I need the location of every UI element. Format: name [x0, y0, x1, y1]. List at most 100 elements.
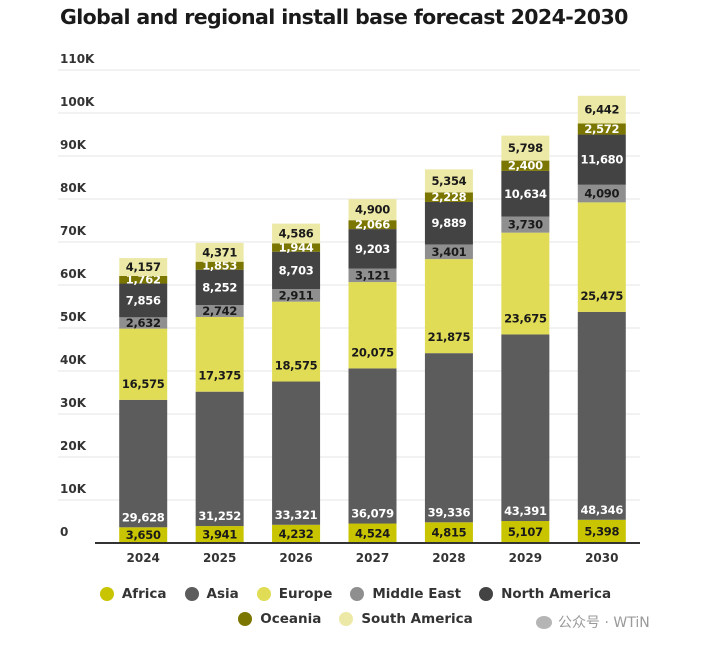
y-tick-label: 60K: [60, 267, 87, 281]
bar-segment-middle-east: [119, 317, 168, 329]
bar-segment-oceania: [424, 192, 473, 202]
y-tick-label: 70K: [60, 224, 87, 238]
x-tick-label: 2026: [279, 551, 312, 565]
y-tick-label: 40K: [60, 353, 87, 367]
x-axis: 2024 2025 2026 2027 2028 2029 2030: [95, 542, 640, 565]
bar-segment-south-america: [348, 199, 397, 221]
bar-segment-asia: [577, 311, 626, 520]
data-label: 48,346: [580, 503, 623, 517]
data-label: 23,675: [504, 311, 547, 325]
data-label: 39,336: [428, 505, 471, 519]
y-tick-label: 10K: [60, 482, 87, 496]
bar-segment-asia: [119, 399, 168, 528]
data-label: 3,650: [126, 528, 161, 542]
bar-segment-asia: [501, 334, 550, 522]
y-tick-label: 100K: [60, 95, 95, 109]
bar-segment-oceania: [501, 160, 550, 171]
data-label: 1,944: [279, 241, 314, 255]
data-label: 3,121: [355, 268, 390, 282]
data-label: 16,575: [122, 377, 165, 391]
data-label: 4,371: [202, 245, 237, 259]
bar-segment-asia: [424, 353, 473, 523]
bar-segment-north-america: [272, 251, 321, 290]
data-label: 5,398: [584, 524, 619, 538]
y-tick-label: 50K: [60, 310, 87, 324]
data-label: 1,762: [126, 273, 161, 287]
bar-segment-europe: [348, 282, 397, 369]
legend: Africa Asia Europe Middle East North America…: [0, 586, 711, 636]
data-label: 5,798: [508, 141, 543, 155]
data-label: 20,075: [351, 345, 394, 359]
stacked-bar-chart: 0 10K 20K 30K 40K 50K 60K 70K 80K 90K 100K 110K 3,6…: [58, 52, 640, 565]
data-label: 2,228: [431, 190, 466, 204]
data-label: 2,400: [508, 159, 543, 173]
x-tick-label: 2025: [203, 551, 236, 565]
bar-stack-2029: 5,107 43,391 23,675 3,730 10,634 2,400 5,798: [501, 135, 550, 543]
data-label: 9,203: [355, 242, 390, 256]
y-tick-label: 20K: [60, 439, 87, 453]
data-label: 33,321: [275, 508, 318, 522]
bar-segment-middle-east: [272, 289, 321, 302]
chart-title: Global and regional install base forecas…: [60, 5, 628, 29]
data-label: 18,575: [275, 359, 318, 373]
legend-label: Oceania: [260, 611, 322, 627]
x-tick-label: 2024: [127, 551, 160, 565]
legend-item-europe: Europe: [256, 586, 333, 602]
data-label: 21,875: [428, 330, 471, 344]
data-label: 17,375: [198, 369, 241, 383]
bar-segment-asia: [348, 368, 397, 524]
bar-stack-2030: 5,398 48,346 25,475 4,090 11,680 2,572 6,442: [577, 95, 626, 543]
legend-item-middle-east: Middle East: [350, 586, 461, 602]
data-label: 10,634: [504, 187, 547, 201]
data-label: 4,524: [355, 526, 390, 540]
data-label: 5,354: [431, 174, 466, 188]
legend-row-1: Africa Asia Europe Middle East North America: [0, 586, 711, 602]
bar-segment-africa: [272, 524, 321, 543]
bar-segment-africa: [195, 526, 244, 543]
bar-segment-middle-east: [348, 268, 397, 283]
bar-segment-north-america: [424, 201, 473, 245]
legend-label: Africa: [121, 586, 167, 602]
bar-segment-middle-east: [501, 216, 550, 233]
data-label: 11,680: [580, 153, 623, 167]
legend-swatch: [184, 587, 199, 601]
data-label: 3,730: [508, 218, 543, 232]
legend-label: Europe: [278, 586, 333, 602]
bar-segment-africa: [577, 519, 626, 543]
data-label: 4,090: [584, 187, 619, 201]
data-label: 8,252: [202, 280, 237, 294]
legend-item-north-america: North America: [479, 586, 611, 602]
data-label: 2,632: [126, 316, 161, 330]
legend-label: Middle East: [372, 586, 462, 602]
y-tick-label: 110K: [60, 52, 95, 66]
bar-segment-europe: [119, 328, 168, 400]
bar-segment-oceania: [119, 275, 168, 284]
bar-segment-middle-east: [577, 184, 626, 203]
bar-segment-africa: [119, 527, 168, 543]
bar-segment-africa: [501, 521, 550, 543]
legend-swatch: [256, 587, 271, 601]
data-label: 2,911: [279, 288, 314, 302]
legend-item-south-america: South America: [339, 611, 473, 627]
bar-segment-north-america: [348, 229, 397, 269]
chat-bubble-icon: [536, 615, 552, 629]
data-label: 4,586: [279, 226, 314, 240]
bar-segment-asia: [272, 381, 321, 525]
watermark: 公众号 · WTiN: [536, 612, 650, 632]
bar-segment-europe: [501, 232, 550, 335]
watermark-text: 公众号 · WTiN: [558, 615, 650, 631]
legend-row-2: Oceania South America: [0, 611, 711, 627]
data-label: 36,079: [351, 507, 394, 521]
x-tick-label: 2029: [509, 551, 542, 565]
bar-segment-oceania: [577, 123, 626, 135]
data-label: 4,232: [279, 527, 314, 541]
bar-segment-south-america: [195, 242, 244, 262]
bar-segment-middle-east: [195, 305, 244, 317]
data-label: 9,889: [431, 216, 466, 230]
y-tick-label: 90K: [60, 138, 87, 152]
